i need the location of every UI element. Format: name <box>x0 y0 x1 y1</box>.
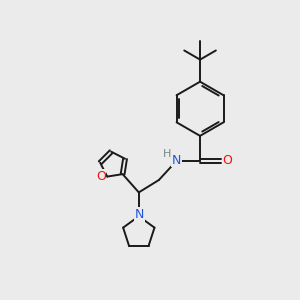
Text: N: N <box>135 208 144 221</box>
Text: O: O <box>96 170 106 183</box>
Text: O: O <box>222 154 232 167</box>
Text: N: N <box>172 154 181 166</box>
Text: H: H <box>163 149 171 159</box>
